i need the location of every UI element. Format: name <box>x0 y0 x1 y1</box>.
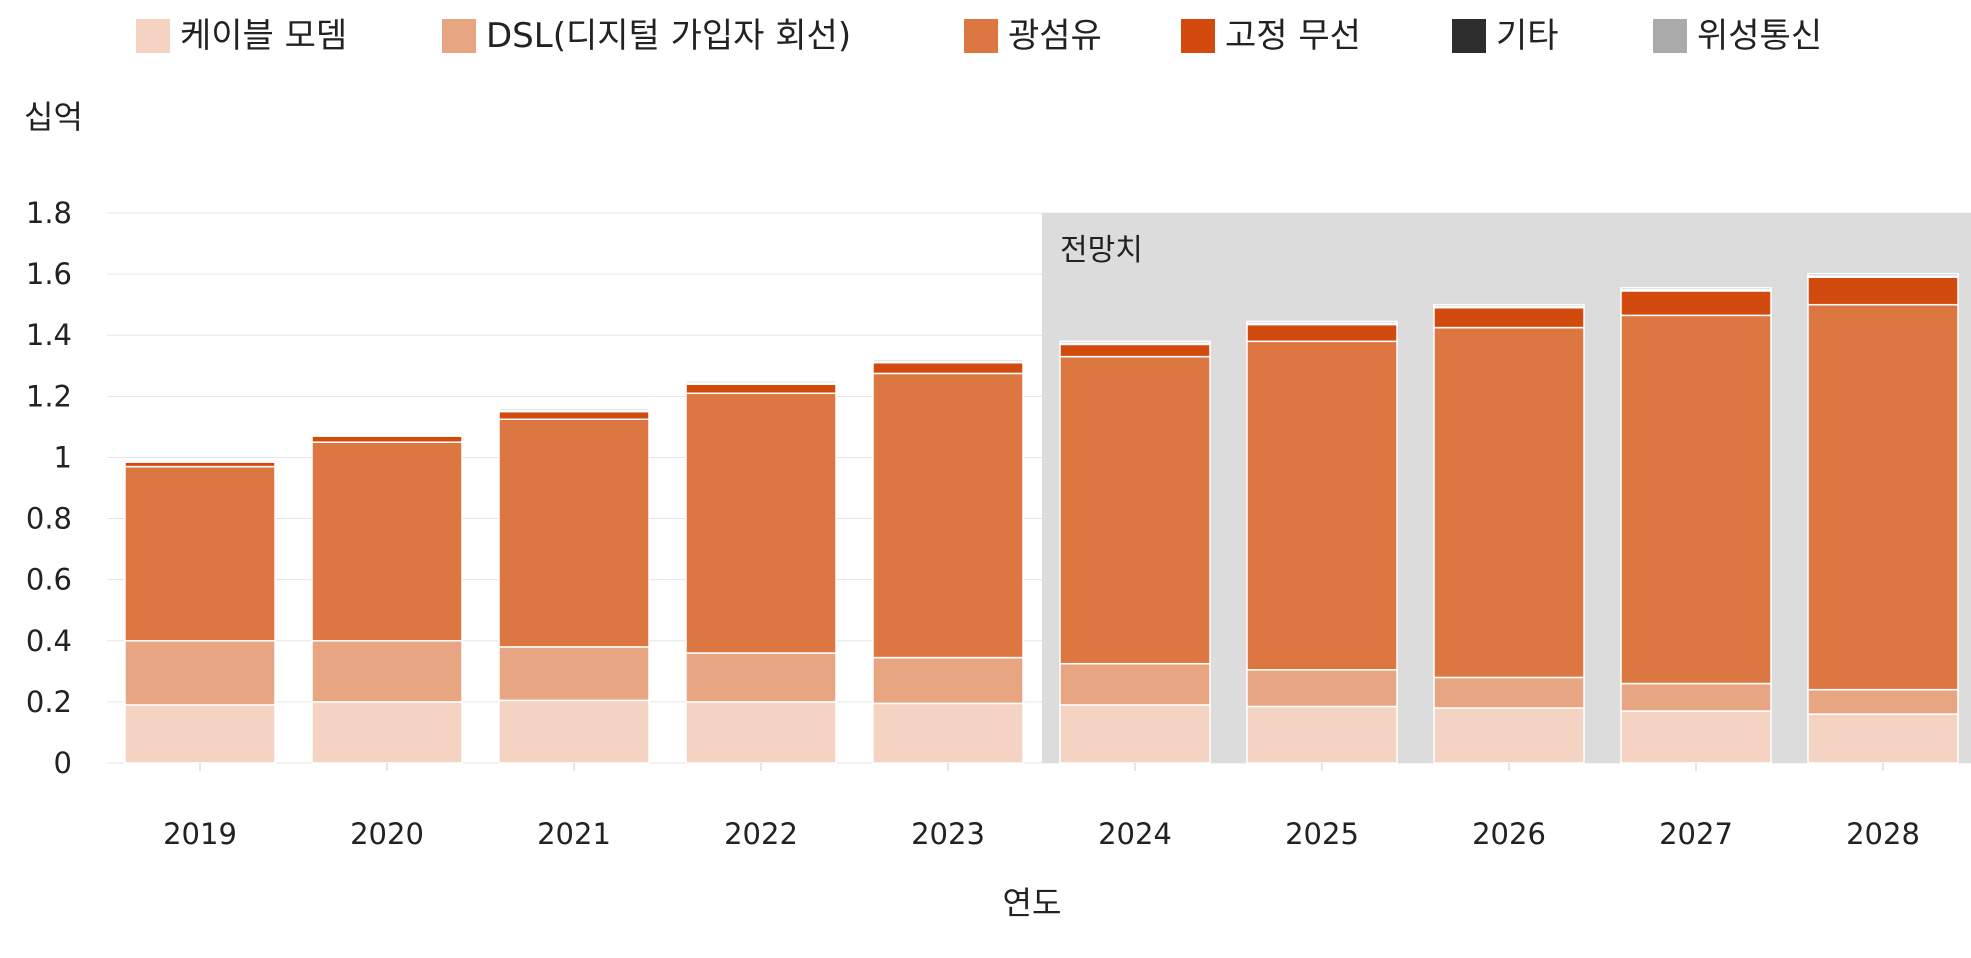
x-tick-label: 2020 <box>350 817 424 851</box>
bar-segment <box>498 410 650 421</box>
bar-segment <box>124 640 276 706</box>
x-tick-label: 2027 <box>1659 817 1733 851</box>
legend-swatch <box>442 19 476 53</box>
y-tick-label: 1.4 <box>26 318 72 352</box>
bar-segment <box>872 358 1024 363</box>
bar-segment <box>1807 273 1959 277</box>
bar-segment <box>1807 688 1959 715</box>
bar-segment <box>685 383 837 395</box>
bar-segment <box>1246 323 1398 343</box>
y-tick-label: 0 <box>54 746 72 780</box>
bar-segment <box>498 418 650 648</box>
y-axis-title: 십억 <box>24 98 83 136</box>
bar-segment <box>124 704 276 764</box>
y-tick-label: 0.2 <box>26 685 72 719</box>
bar-segment <box>872 361 1024 375</box>
bar-segment <box>124 458 276 462</box>
legend-item: DSL(디지털 가입자 회선) <box>442 16 851 56</box>
y-tick-label: 0.8 <box>26 502 72 536</box>
bar-segment <box>311 701 463 764</box>
bar-segment <box>1246 669 1398 708</box>
y-tick-label: 1.6 <box>26 257 72 291</box>
legend-item: 광섬유 <box>964 16 1102 56</box>
legend-swatch <box>964 19 998 53</box>
bar-segment <box>498 407 650 412</box>
bar-segment <box>1620 287 1772 291</box>
x-tick-labels: 2019 2020 2021 2022 2023 2024 2025 2026 2027 2028 <box>163 763 1920 851</box>
bar-segment <box>872 702 1024 764</box>
x-tick-label: 2028 <box>1846 817 1920 851</box>
bar-segment <box>1059 662 1211 706</box>
x-axis-title: 연도 <box>1003 884 1062 922</box>
legend-label: 위성통신 <box>1697 16 1822 56</box>
y-tick-label: 1.2 <box>26 379 72 413</box>
legend-swatch <box>1181 19 1215 53</box>
bar-segment <box>685 701 837 764</box>
bar-segment <box>1246 340 1398 671</box>
bar-segment <box>1807 713 1959 764</box>
bar-segment <box>1620 290 1772 317</box>
bar-segment <box>1807 276 1959 306</box>
legend-label: 기타 <box>1496 16 1559 56</box>
legend-label: 광섬유 <box>1008 16 1102 56</box>
legend-swatch <box>1452 19 1486 53</box>
bar-segment <box>1246 320 1398 325</box>
bar-segment <box>685 392 837 654</box>
bar-segment <box>311 435 463 443</box>
bar-segment <box>311 640 463 703</box>
bar-segment <box>1620 682 1772 712</box>
y-tick-label: 1 <box>54 440 72 474</box>
bar-segment <box>1059 343 1211 358</box>
legend-label: 케이블 모뎀 <box>180 16 347 56</box>
bar-segment <box>124 465 276 642</box>
bars <box>124 273 1959 764</box>
bar-segment <box>1433 326 1585 679</box>
bar-segment <box>1807 303 1959 691</box>
legend-swatch <box>1653 19 1687 53</box>
y-tick-label: 1.8 <box>26 196 72 230</box>
bar-segment <box>1433 303 1585 308</box>
bar-segment <box>1059 340 1211 344</box>
y-tick-label: 0.4 <box>26 624 72 658</box>
bar-segment <box>1620 710 1772 764</box>
legend-item: 위성통신 <box>1653 16 1822 56</box>
bar-segment <box>872 656 1024 705</box>
y-tick-label: 0.6 <box>26 563 72 597</box>
bar-segment <box>872 372 1024 659</box>
x-tick-label: 2021 <box>537 817 611 851</box>
bar-segment <box>1620 314 1772 685</box>
bar-segment <box>685 380 837 384</box>
bar-segment <box>1246 705 1398 764</box>
x-tick-label: 2026 <box>1472 817 1546 851</box>
legend-swatch <box>136 19 170 53</box>
x-tick-label: 2022 <box>724 817 798 851</box>
legend-label: 고정 무선 <box>1225 16 1361 56</box>
x-tick-label: 2025 <box>1285 817 1359 851</box>
legend: 케이블 모뎀 DSL(디지털 가입자 회선) 광섬유 고정 무선 기타 위성통신 <box>136 16 1822 56</box>
forecast-label: 전망치 <box>1060 233 1143 268</box>
bar-segment <box>1059 355 1211 665</box>
legend-label: DSL(디지털 가입자 회선) <box>486 16 851 56</box>
bar-segment <box>498 646 650 702</box>
x-tick-label: 2024 <box>1098 817 1172 851</box>
bar-segment <box>498 699 650 764</box>
bar-segment <box>1433 306 1585 329</box>
legend-item: 고정 무선 <box>1181 16 1361 56</box>
bar-segment <box>311 441 463 642</box>
legend-item: 기타 <box>1452 16 1559 56</box>
bar-segment <box>311 432 463 436</box>
bar-segment <box>685 652 837 703</box>
legend-item: 케이블 모뎀 <box>136 16 347 56</box>
bar-segment <box>1433 676 1585 709</box>
bar-segment <box>1433 707 1585 764</box>
x-tick-label: 2019 <box>163 817 237 851</box>
y-tick-labels: 0 0.2 0.4 0.6 0.8 1 1.2 1.4 1.6 1.8 <box>26 196 72 780</box>
x-tick-label: 2023 <box>911 817 985 851</box>
bar-segment <box>1059 704 1211 764</box>
